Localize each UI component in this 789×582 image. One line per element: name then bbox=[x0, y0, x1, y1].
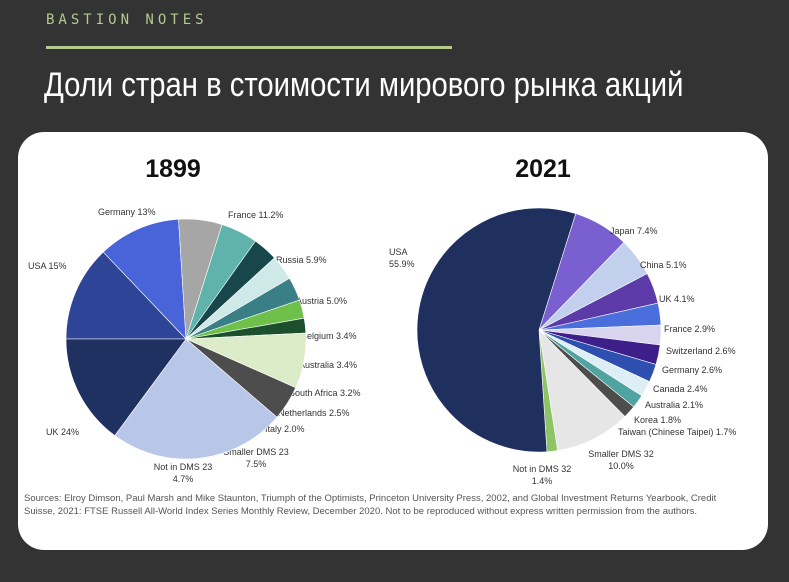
slice-label: Austria 5.0% bbox=[296, 296, 347, 306]
chart-card: 1899 Germany 13% France 11.2% Russia 5.9% Au… bbox=[18, 132, 768, 550]
charts-svg: 1899 Germany 13% France 11.2% Russia 5.9% Au… bbox=[28, 155, 736, 486]
slice-value-label: 55.9% bbox=[389, 259, 415, 269]
slice-value-label: 10.0% bbox=[608, 461, 634, 471]
slice-label: Switzerland 2.6% bbox=[666, 346, 736, 356]
slice-value-label: 7.5% bbox=[246, 459, 267, 469]
slice-label: Taiwan (Chinese Taipei) 1.7% bbox=[618, 427, 736, 437]
slice-label: Australia 3.4% bbox=[299, 360, 357, 370]
slice-label: Japan 7.4% bbox=[610, 226, 658, 236]
slice-label: Belgium 3.4% bbox=[301, 331, 357, 341]
slice-label: Germany 2.6% bbox=[662, 365, 722, 375]
slice-label: Germany 13% bbox=[98, 207, 156, 217]
slice-label: Russia 5.9% bbox=[276, 255, 327, 265]
brand-divider bbox=[46, 46, 452, 49]
pie-slice bbox=[114, 338, 278, 460]
pie-chart-1899: 1899 Germany 13% France 11.2% Russia 5.9% Au… bbox=[28, 155, 361, 484]
source-note: Sources: Elroy Dimson, Paul Marsh and Mi… bbox=[24, 493, 717, 517]
slice-label: Netherlands 2.5% bbox=[278, 408, 350, 418]
slice-label: France 2.9% bbox=[664, 324, 715, 334]
slice-label: UK 4.1% bbox=[659, 294, 695, 304]
pie-slice bbox=[538, 329, 626, 451]
pie-slice bbox=[102, 218, 187, 340]
slice-value-label: 4.7% bbox=[173, 474, 194, 484]
slice-label: Smaller DMS 23 bbox=[223, 447, 289, 457]
slice-label: Korea 1.8% bbox=[634, 415, 681, 425]
slice-label: USA bbox=[389, 247, 408, 257]
pie-chart-2021: 2021 Japan 7.4% China 5.1% UK 4.1% France 2.… bbox=[389, 155, 736, 486]
slice-label: Australia 2.1% bbox=[645, 400, 703, 410]
slice-label: Smaller DMS 32 bbox=[588, 449, 654, 459]
slice-label: Not in DMS 23 bbox=[154, 462, 213, 472]
slice-label: Not in DMS 32 bbox=[513, 464, 572, 474]
slice-label: UK 24% bbox=[46, 427, 79, 437]
pie-slice bbox=[65, 338, 187, 436]
pie-slice bbox=[416, 207, 577, 453]
pie-title: 1899 bbox=[145, 155, 201, 183]
slice-label: Italy 2.0% bbox=[265, 424, 305, 434]
slice-label: South Africa 3.2% bbox=[289, 388, 361, 398]
slice-label: Canada 2.4% bbox=[653, 384, 708, 394]
slice-label: France 11.2% bbox=[228, 210, 283, 220]
slice-label: China 5.1% bbox=[640, 260, 687, 270]
brand-label: BASTION NOTES bbox=[46, 12, 208, 28]
slice-label: USA 15% bbox=[28, 261, 67, 271]
slice-value-label: 1.4% bbox=[532, 476, 553, 486]
pie-slice bbox=[65, 251, 187, 340]
pie-title: 2021 bbox=[515, 155, 571, 183]
page-title: Доли стран в стоимости мирового рынка ак… bbox=[44, 66, 684, 104]
